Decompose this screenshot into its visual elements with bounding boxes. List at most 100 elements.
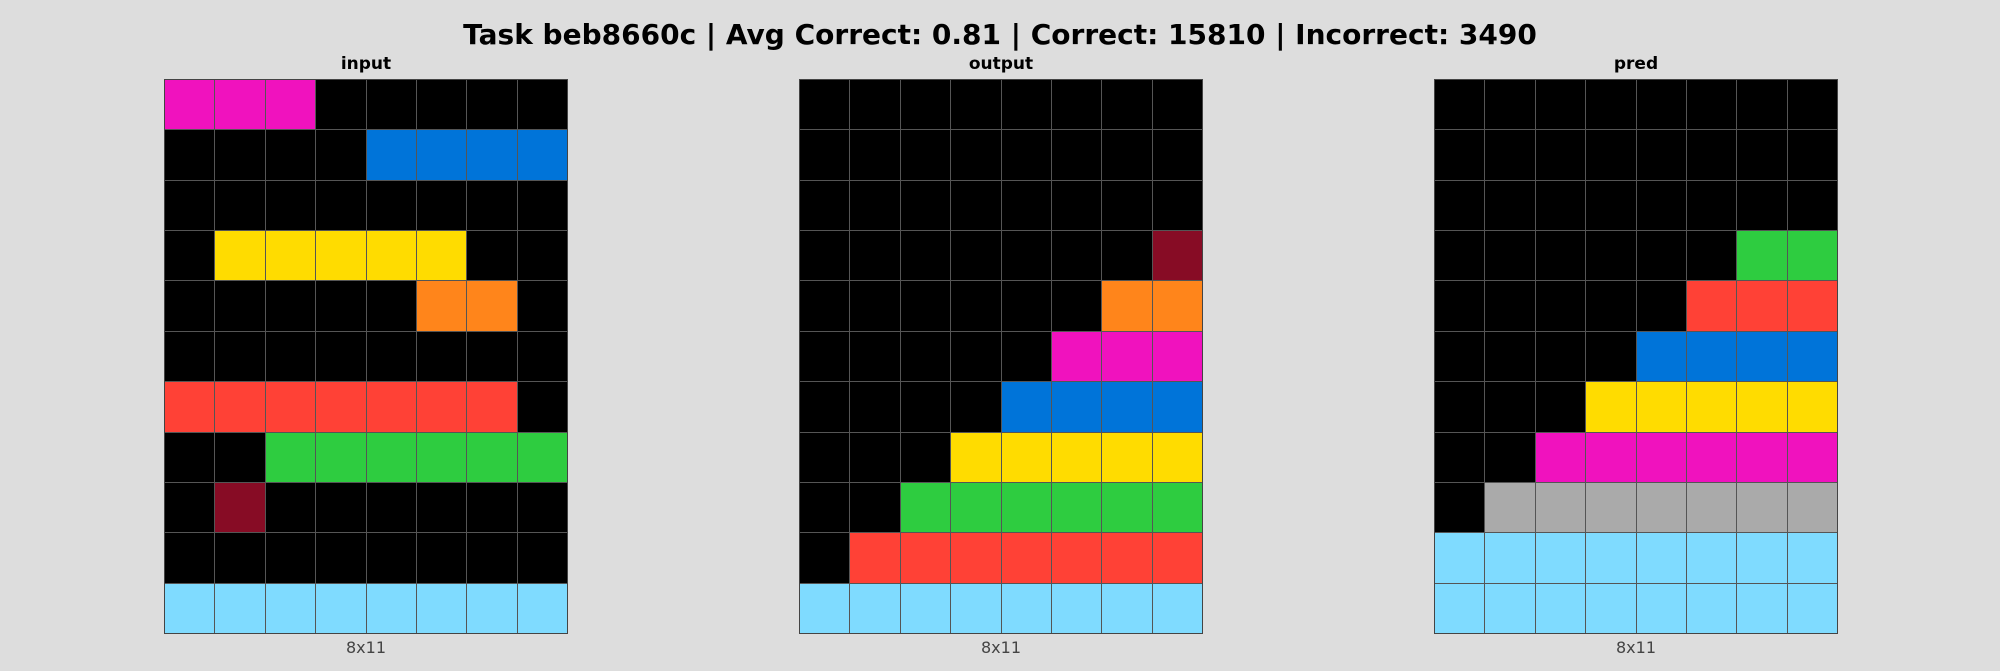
grid-cell (1102, 231, 1152, 281)
grid-cell (951, 231, 1001, 281)
grid-cell (1737, 432, 1787, 482)
grid-cell (215, 382, 265, 432)
grid-cell (1435, 130, 1485, 180)
grid-cell (1636, 382, 1686, 432)
grid-cell (951, 583, 1001, 633)
grid-cell (951, 331, 1001, 382)
grid-cell (1535, 583, 1586, 633)
grid-cell (1001, 130, 1051, 180)
grid-cell (1535, 533, 1586, 583)
grid-cell (850, 130, 900, 180)
grid-cell (165, 331, 215, 382)
grid-cell (951, 80, 1001, 130)
grid-cell (316, 130, 366, 180)
grid-cell (900, 432, 951, 482)
grid-cell (1787, 432, 1837, 482)
grid-cell (1485, 281, 1535, 331)
grid-cell (1152, 130, 1202, 180)
grid-cell (1485, 130, 1535, 180)
grid-cell (215, 80, 265, 130)
grid-cell (1586, 331, 1636, 382)
grid-cell (850, 80, 900, 130)
grid-cell (1001, 331, 1051, 382)
grid-cell (1152, 80, 1202, 130)
grid-cell (265, 281, 316, 331)
grid-cell (1636, 533, 1686, 583)
grid-cell (1787, 130, 1837, 180)
grid-cell (316, 583, 366, 633)
grid-cell (1051, 281, 1102, 331)
grid-cell (416, 80, 467, 130)
grid-cell (416, 533, 467, 583)
grid-cell (265, 382, 316, 432)
grid-cell (1535, 281, 1586, 331)
grid-cell (316, 382, 366, 432)
grid-cell (800, 80, 850, 130)
grid-cell (1435, 331, 1485, 382)
grid-cell (517, 281, 567, 331)
grid-cell (1686, 180, 1737, 231)
grid-cell (1485, 533, 1535, 583)
grid-cell (1586, 130, 1636, 180)
grid-cell (1152, 533, 1202, 583)
grid-cell (1152, 583, 1202, 633)
grid-cell (900, 533, 951, 583)
grid-pred (1434, 79, 1838, 634)
grid-cell (1152, 180, 1202, 231)
grid-cell (1535, 331, 1586, 382)
grid-cell (1051, 80, 1102, 130)
grid-cell (1737, 80, 1787, 130)
grid-cell (517, 533, 567, 583)
grid-cell (1787, 80, 1837, 130)
grid-cell (1102, 180, 1152, 231)
grid-cell (165, 533, 215, 583)
grid-cell (800, 482, 850, 533)
grid-cell (1535, 482, 1586, 533)
grid-cell (366, 533, 416, 583)
grid-cell (1435, 432, 1485, 482)
grid-cell (1051, 331, 1102, 382)
grid-cell (1102, 432, 1152, 482)
grid-cell (517, 432, 567, 482)
grid-cell (316, 80, 366, 130)
grid-cell (1001, 482, 1051, 533)
grid-cell (1535, 130, 1586, 180)
grid-cell (1586, 281, 1636, 331)
grid-cell (316, 180, 366, 231)
grid-cell (1737, 281, 1787, 331)
grid-cell (1787, 382, 1837, 432)
grid-cell (800, 180, 850, 231)
grid-cell (467, 231, 517, 281)
grid-cell (1435, 382, 1485, 432)
grid-cell (1535, 382, 1586, 432)
grid-cell (366, 80, 416, 130)
grid-cell (1102, 482, 1152, 533)
grid-cell (800, 533, 850, 583)
grid-cell (467, 130, 517, 180)
grid-cell (1051, 231, 1102, 281)
grid-cell (215, 583, 265, 633)
grid-cell (215, 130, 265, 180)
grid-cell (517, 80, 567, 130)
grid-cell (165, 231, 215, 281)
grid-cell (165, 583, 215, 633)
grid-cell (165, 382, 215, 432)
grid-cell (1001, 180, 1051, 231)
grid-cell (951, 130, 1001, 180)
grid-cell (265, 231, 316, 281)
grid-cell (517, 180, 567, 231)
grid-cell (1001, 583, 1051, 633)
grid-cell (366, 482, 416, 533)
grid-cell (1102, 130, 1152, 180)
grid-cell (1102, 583, 1152, 633)
grid-cell (800, 281, 850, 331)
grid-cell (517, 583, 567, 633)
grid-cell (1485, 80, 1535, 130)
grid-cell (1686, 382, 1737, 432)
grid-cell (215, 180, 265, 231)
grid-cell (416, 180, 467, 231)
grid-cell (1051, 482, 1102, 533)
grid-cell (366, 180, 416, 231)
grid-cell (1535, 231, 1586, 281)
grid-cell (900, 382, 951, 432)
